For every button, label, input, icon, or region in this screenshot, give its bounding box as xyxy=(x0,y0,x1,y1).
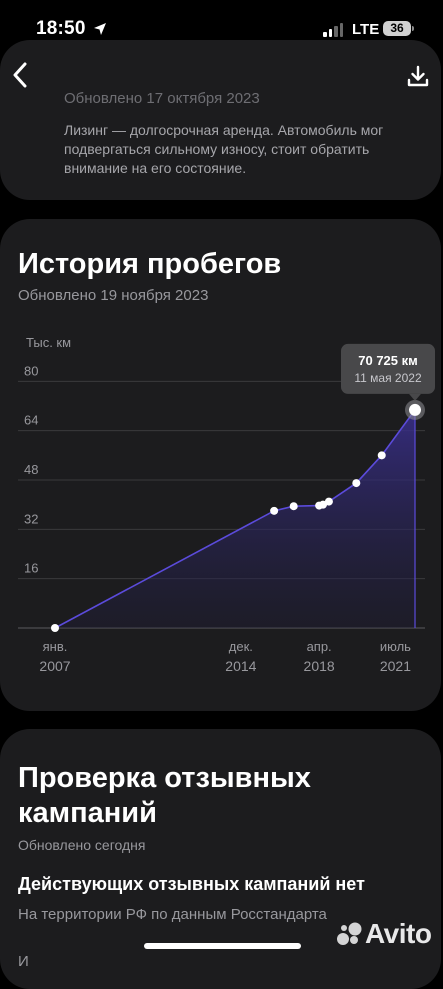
tooltip-arrow xyxy=(409,393,421,401)
recall-title: Проверка отзывных кампаний xyxy=(18,762,311,829)
location-arrow-icon xyxy=(94,23,106,35)
status-time: 18:50 xyxy=(36,18,86,39)
download-button[interactable] xyxy=(402,60,434,92)
y-tick-label: 64 xyxy=(24,413,38,428)
signal-icon xyxy=(323,23,343,37)
y-tick-label: 80 xyxy=(24,363,38,378)
y-tick-label: 32 xyxy=(24,511,38,526)
lease-card: Обновлено 17 октября 2023 Лизинг — долго… xyxy=(0,40,441,200)
data-point[interactable] xyxy=(324,497,333,506)
home-indicator[interactable] xyxy=(144,943,301,949)
x-tick-month: апр. xyxy=(307,639,332,654)
y-tick-label: 16 xyxy=(24,561,38,576)
recall-card: Проверка отзывных кампаний Обновлено сег… xyxy=(0,729,441,989)
battery-tip xyxy=(412,26,414,31)
download-icon xyxy=(407,65,429,87)
mileage-area xyxy=(55,409,415,628)
avito-watermark: Avito xyxy=(336,918,432,950)
tooltip-value: 70 725 км xyxy=(358,353,418,368)
y-tick-label: 48 xyxy=(24,462,38,477)
avito-logo-icon xyxy=(337,922,362,945)
status-bar: 18:50 LTE 36 xyxy=(0,0,443,60)
x-tick-year: 2018 xyxy=(304,658,335,674)
back-button[interactable] xyxy=(6,58,34,92)
recall-updated: Обновлено сегодня xyxy=(18,837,146,853)
data-point[interactable] xyxy=(51,624,59,632)
data-point[interactable] xyxy=(270,506,279,515)
avito-text: Avito xyxy=(365,918,432,949)
selected-data-point[interactable] xyxy=(409,403,421,416)
network-label: LTE xyxy=(352,21,380,38)
tooltip-date: 11 мая 2022 xyxy=(354,371,422,385)
chevron-left-icon xyxy=(13,62,27,88)
recall-note: На территории РФ по данным Росстандарта xyxy=(18,906,327,923)
mileage-chart[interactable]: Тыс. км 16 32 48 64 80 янв. 2007 дек. 2014 апр. 2… xyxy=(0,219,441,711)
mileage-history-card: История пробегов Обновлено 19 ноября 202… xyxy=(0,219,441,711)
x-tick-month: янв. xyxy=(43,639,68,654)
x-tick-year: 2021 xyxy=(380,658,411,674)
x-tick-year: 2007 xyxy=(39,658,70,674)
x-tick-month: дек. xyxy=(229,639,253,654)
recall-status: Действующих отзывных кампаний нет xyxy=(18,874,365,894)
data-point[interactable] xyxy=(319,500,328,509)
recall-cut-text: И xyxy=(18,953,29,970)
x-tick-month: июль xyxy=(380,639,411,654)
tooltip: 70 725 км 11 мая 2022 xyxy=(341,343,435,401)
mileage-updated: Обновлено 19 ноября 2023 xyxy=(18,287,209,304)
y-axis-label: Тыс. км xyxy=(26,335,71,350)
tooltip-box xyxy=(341,343,435,394)
mileage-title: История пробегов xyxy=(18,248,282,280)
data-point[interactable] xyxy=(289,502,298,511)
battery-icon: 36 xyxy=(383,21,411,36)
lease-note: Лизинг — долгосрочная аренда. Автомобиль… xyxy=(64,122,384,176)
lease-card-updated: Обновлено 17 октября 2023 xyxy=(64,90,260,107)
data-point[interactable] xyxy=(377,451,386,460)
data-point[interactable] xyxy=(352,479,361,488)
x-tick-year: 2014 xyxy=(225,658,256,674)
